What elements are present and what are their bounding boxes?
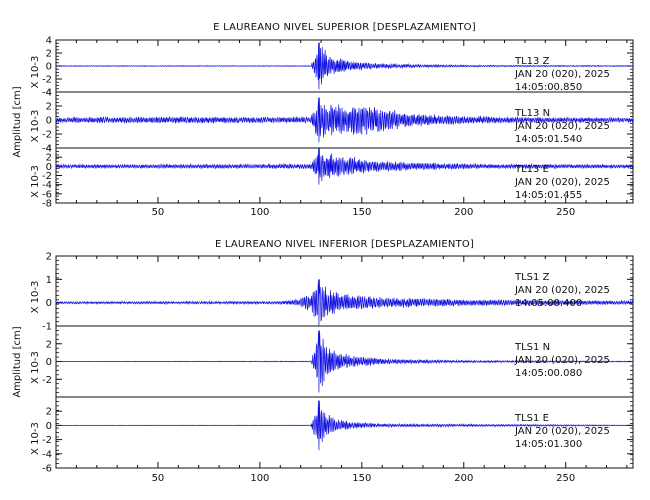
time-label: 14:05:00.080 [515,368,582,379]
y-tick-label: -8 [42,199,52,210]
trace-tls1-n: -2 0 2 X 10-3 TLS1 N JAN 20 (020), 2025 14:05:… [30,325,634,398]
y-tick-label: -6 [42,464,52,475]
y-scale-label: X 10-3 [30,56,41,89]
y-tick-label: 0 [46,116,52,127]
trace-tl13-z: -4 -2 0 2 4 X 10-3 TL13 Z JAN 20 (020), 2025 14:… [30,36,634,99]
y-tick-label: -4 [42,88,52,99]
station-component-label: TLS1 Z [514,272,550,283]
date-label: JAN 20 (020), 2025 [514,285,610,296]
date-label: JAN 20 (020), 2025 [514,426,610,437]
date-label: JAN 20 (020), 2025 [514,69,610,80]
y-tick-label: 1 [46,275,52,286]
y-tick-label: -2 [42,75,52,86]
y-tick-label: 2 [46,49,52,60]
time-label: 14:05:01.540 [515,134,582,145]
y-tick-label: -4 [42,449,52,460]
x-tick-label: 100 [250,473,269,484]
waveform-line [55,330,634,393]
y-tick-label: 0 [46,298,52,309]
x-tick-label: 250 [556,207,575,218]
time-label: 14:05:00.400 [515,298,582,309]
station-component-label: TLS1 N [514,342,550,353]
waveform-line [55,400,634,451]
y-tick-label: -2 [42,171,52,182]
waveform-line [55,42,634,90]
x-tick-label: 50 [152,207,165,218]
y-tick-label: -2 [42,375,52,386]
y-scale-label: X 10-3 [30,351,41,384]
y-tick-label: -1 [42,322,52,333]
waveform-line [55,97,634,143]
trace-tls1-e: -6 -4 -2 0 2 X 10-3 TLS1 E JAN 20 (020), 2025 14… [30,396,634,475]
y-tick-label: 0 [46,421,52,432]
station-component-label: TL13 Z [514,56,550,67]
y-tick-label: 0 [46,357,52,368]
y-scale-label: X 10-3 [30,110,41,143]
y-tick-label: -4 [42,144,52,155]
date-label: JAN 20 (020), 2025 [514,355,610,366]
y-tick-label: 2 [46,102,52,113]
y-tick-label: -2 [42,435,52,446]
time-label: 14:05:01.455 [515,190,582,201]
date-label: JAN 20 (020), 2025 [514,121,610,132]
y-scale-label: X 10-3 [30,422,41,455]
y-axis-label: Amplitud [cm] [12,326,23,397]
waveform-line [55,279,634,326]
station-component-label: TL13 N [514,108,550,119]
time-label: 14:05:00.850 [515,82,582,93]
time-label: 14:05:01.300 [515,439,582,450]
chart-title: E LAUREANO NIVEL INFERIOR [DESPLAZAMIENT… [215,239,474,250]
y-scale-label: X 10-3 [30,165,41,198]
y-scale-label: X 10-3 [30,281,41,314]
x-tick-label: 150 [352,207,371,218]
y-tick-label: 0 [46,62,52,73]
y-tick-label: -6 [42,189,52,200]
station-component-label: TLS1 E [514,413,549,424]
chart-title: E LAUREANO NIVEL SUPERIOR [DESPLAZAMIENT… [213,22,476,33]
chart-panel-2: E LAUREANO NIVEL INFERIOR [DESPLAZAMIENT… [12,239,634,484]
y-tick-label: 4 [46,88,52,99]
y-tick-label: 2 [46,407,52,418]
waveform-line [55,148,634,185]
y-tick-label: 2 [46,339,52,350]
y-axis-label: Amplitud [cm] [12,86,23,157]
y-tick-label: -2 [42,130,52,141]
y-tick-label: -4 [42,180,52,191]
y-tick-label: 2 [46,252,52,263]
trace-tl13-n: -4 -2 0 2 4 X 10-3 TL13 N JAN 20 (020), 2025 14:… [30,88,634,155]
x-tick-label: 250 [556,473,575,484]
chart-panel-1: E LAUREANO NIVEL SUPERIOR [DESPLAZAMIENT… [12,22,634,218]
x-tick-label: 200 [454,473,473,484]
y-tick-label: 0 [46,162,52,173]
trace-tls1-z: -1 0 1 2 X 10-3 TLS1 Z JAN 20 (020), 2025 14:05… [30,252,634,333]
station-component-label: TL13 E [514,164,549,175]
x-tick-label: 200 [454,207,473,218]
x-tick-label: 100 [250,207,269,218]
y-tick-label: 4 [46,36,52,47]
y-tick-label: 4 [46,144,52,155]
x-tick-label: 50 [152,473,165,484]
y-tick-label: 2 [46,153,52,164]
date-label: JAN 20 (020), 2025 [514,177,610,188]
x-tick-label: 150 [352,473,371,484]
